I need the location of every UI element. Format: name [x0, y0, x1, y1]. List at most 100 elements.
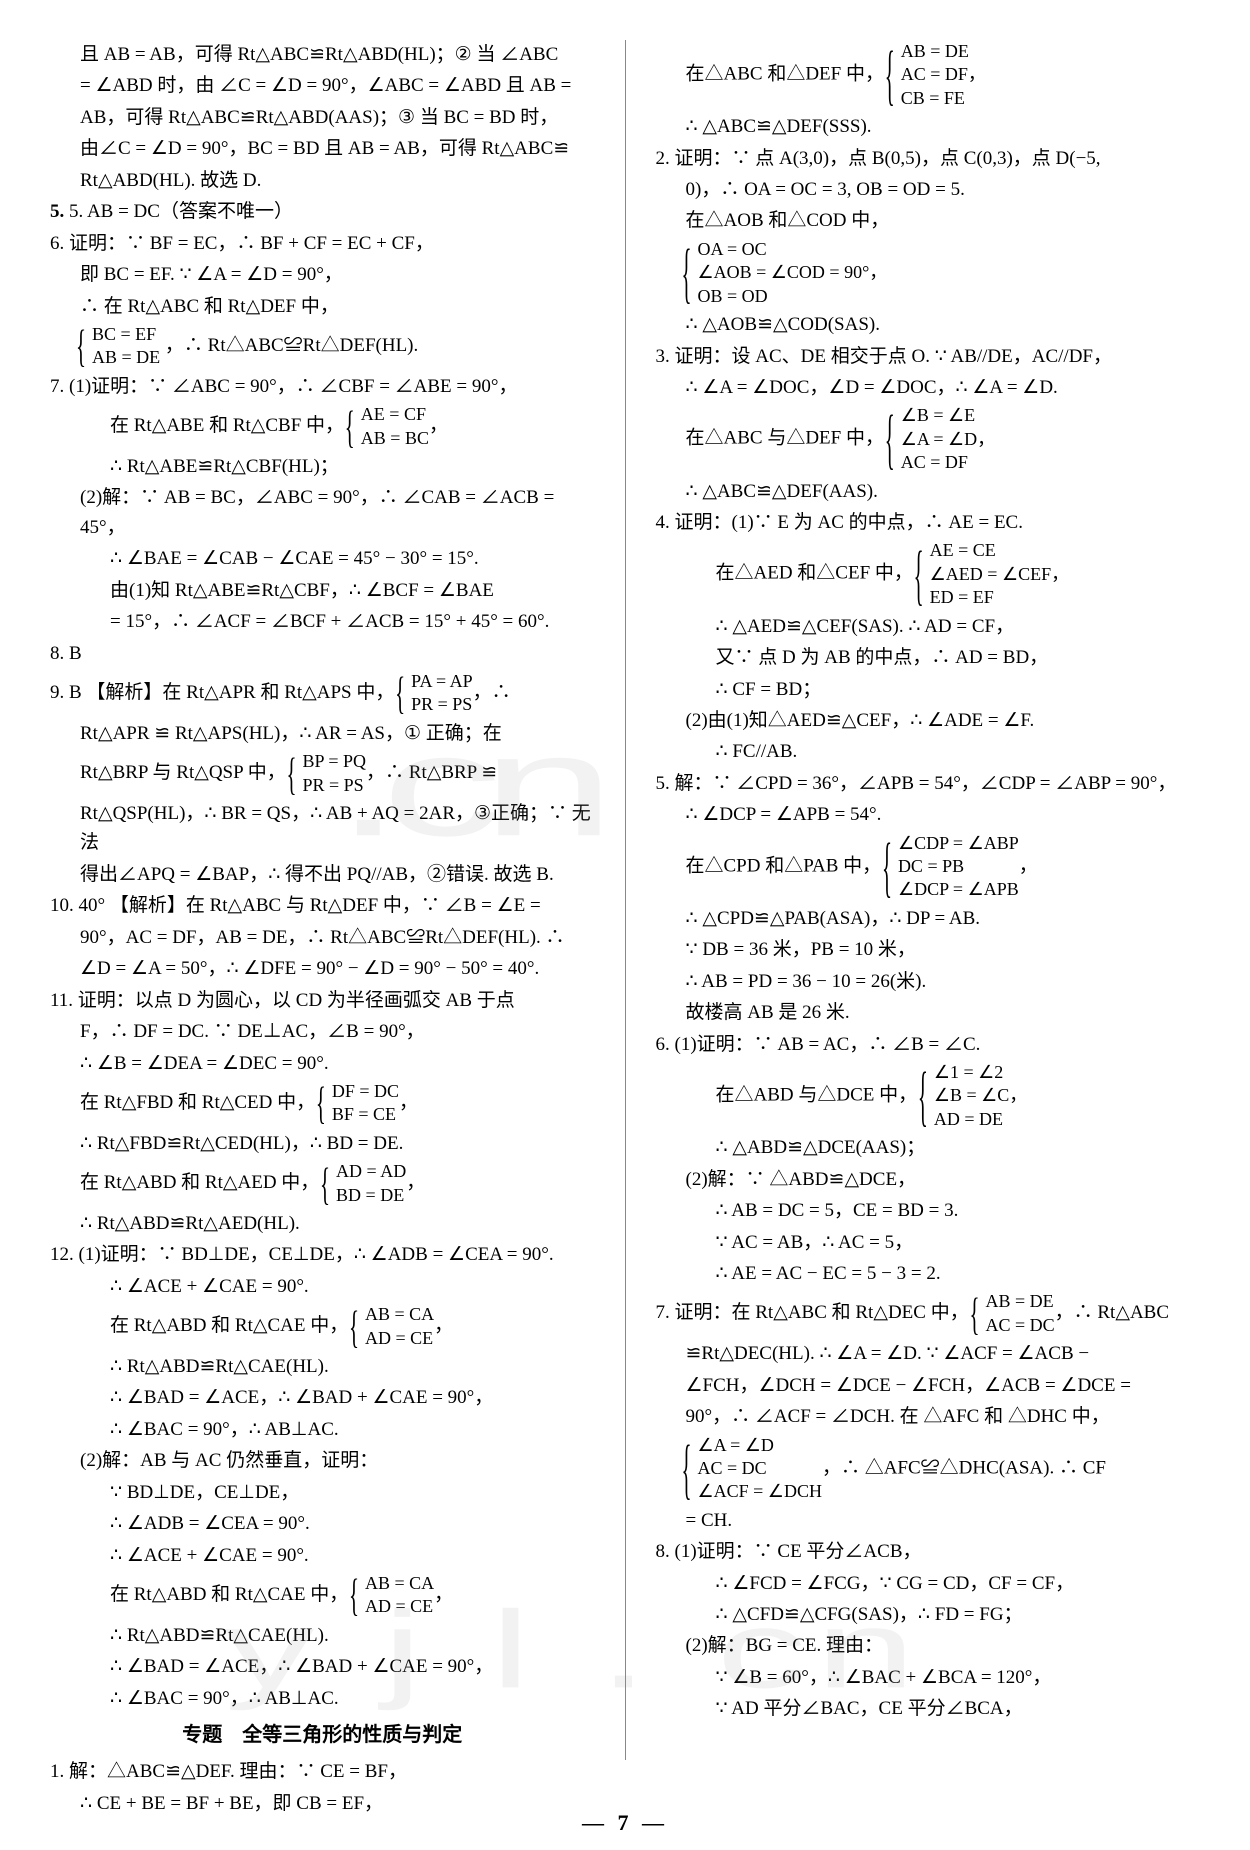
text-line: 8. B [50, 639, 595, 668]
brace-item: AB = DE [901, 40, 986, 63]
text-line: 1. 解：△ABC≌△DEF. 理由：∵ CE = BF， [50, 1757, 595, 1786]
right-column: 在△ABC 和△DEF 中， AB = DE AC = DF， CB = FE … [656, 40, 1201, 1810]
text-line: ∴ △CFD≌△CFG(SAS)，∴ FD = FG； [656, 1600, 1201, 1629]
brace-item: AB = BC [361, 427, 429, 450]
text-line: ∴ CF = BD； [656, 675, 1201, 704]
content-columns: 且 AB = AB，可得 Rt△ABC≌Rt△ABD(HL)；② 当 ∠ABC … [50, 40, 1200, 1810]
text-line: 在 Rt△ABD 和 Rt△CAE 中， AB = CA AD = CE ， [50, 1303, 595, 1350]
brace-item: ∠AOB = ∠COD = 90°， [698, 261, 888, 284]
brace-item: AB = DE [985, 1290, 1054, 1313]
text-line: ∵ BD⊥DE，CE⊥DE， [50, 1478, 595, 1507]
comma: ， [399, 1092, 418, 1113]
in-text: 在 Rt△ABD 和 Rt△CAE 中， [110, 1315, 348, 1336]
text-line: ∴ ∠A = ∠DOC，∠D = ∠DOC，∴ ∠A = ∠D. [656, 373, 1201, 402]
brace-item: ∠1 = ∠2 [934, 1061, 1027, 1084]
text-line: ∴ Rt△ABE≌Rt△CBF(HL)； [50, 452, 595, 481]
brace-item: ∠DCP = ∠APB [898, 878, 1019, 901]
brace-item: AD = CE [365, 1595, 434, 1618]
text-line: ∴ ∠BAD = ∠ACE，∴ ∠BAD + ∠CAE = 90°， [50, 1383, 595, 1412]
brace-group: AE = CF AB = BC [349, 403, 429, 450]
text-line: 在△CPD 和△PAB 中， ∠CDP = ∠ABP DC = PB ∠DCP … [656, 832, 1201, 902]
comma: ， [406, 1172, 425, 1193]
brace-item: ∠B = ∠E [901, 404, 995, 427]
brace-item: PR = PS [303, 774, 367, 797]
brace-group: AB = CA AD = CE [353, 1303, 434, 1350]
brace-group: AD = AD BD = DE [324, 1160, 406, 1207]
text-line: ∠FCH，∠DCH = ∠DCE − ∠FCH，∠ACB = ∠DCE = [656, 1371, 1201, 1400]
brace-item: DF = DC [332, 1080, 399, 1103]
brace-item: AB = DE [92, 346, 160, 369]
brace-group: AB = DE AC = DC [973, 1290, 1054, 1337]
text-line: 11. 证明：以点 D 为圆心，以 CD 为半径画弧交 AB 于点 [50, 986, 595, 1015]
brace-item: AD = DE [934, 1108, 1027, 1131]
text-line: 得出∠APQ = ∠BAP，∴ 得不出 PQ//AB，②错误. 故选 B. [50, 860, 595, 889]
conclude-text: ，∴ Rt△ABC≌Rt△DEF(HL). [165, 335, 418, 356]
text-line: ∴ ∠BAC = 90°，∴ AB⊥AC. [50, 1415, 595, 1444]
brace-item: ∠A = ∠D [698, 1434, 822, 1457]
brace-item: PR = PS [411, 693, 473, 716]
text-line: = ∠ABD 时，由 ∠C = ∠D = 90°，∠ABC = ∠ABD 且 A… [50, 71, 595, 100]
text-line: 6. 证明：∵ BF = EC，∴ BF + CF = EC + CF， [50, 229, 595, 258]
text-line: = CH. [656, 1506, 1201, 1535]
brace-group: ∠B = ∠E ∠A = ∠D， AC = DF [889, 404, 995, 474]
brace-item: BD = DE [336, 1184, 406, 1207]
text-line: = 15°，∴ ∠ACF = ∠BCF + ∠ACB = 15° + 45° =… [50, 607, 595, 636]
text-line: 12. (1)证明：∵ BD⊥DE，CE⊥DE，∴ ∠ADB = ∠CEA = … [50, 1240, 595, 1269]
brace-group: AE = CE ∠AED = ∠CEF， ED = EF [918, 539, 1069, 609]
in-text: 在△ABC 与△DEF 中， [686, 428, 884, 449]
brace-item: ∠B = ∠C， [934, 1084, 1027, 1107]
text-line: 在 Rt△FBD 和 Rt△CED 中， DF = DC BF = CE ， [50, 1080, 595, 1127]
text-line: 4. 证明：(1)∵ E 为 AC 的中点，∴ AE = EC. [656, 508, 1201, 537]
left-column: 且 AB = AB，可得 Rt△ABC≌Rt△ABD(HL)；② 当 ∠ABC … [50, 40, 595, 1810]
brace-item: ∠A = ∠D， [901, 428, 995, 451]
text-line: 90°，∴ ∠ACF = ∠DCH. 在 △AFC 和 △DHC 中， [656, 1402, 1201, 1431]
text-line: ∴ △AOB≌△COD(SAS). [656, 310, 1201, 339]
text-line: 由(1)知 Rt△ABE≌Rt△CBF，∴ ∠BCF = ∠BAE [50, 576, 595, 605]
text-line: 9. B 【解析】在 Rt△APR 和 Rt△APS 中， PA = AP PR… [50, 670, 595, 717]
text-line: ∠A = ∠D AC = DC ∠ACF = ∠DCH ，∴ △AFC≌△DHC… [656, 1434, 1201, 1504]
section-title: 专题 全等三角形的性质与判定 [50, 1719, 595, 1751]
in-text: 在 Rt△ABD 和 Rt△AED 中， [80, 1172, 319, 1193]
brace-item: ∠AED = ∠CEF， [930, 563, 1069, 586]
brace-item: BP = PQ [303, 750, 367, 773]
brace-item: ED = EF [930, 586, 1069, 609]
brace-group: BP = PQ PR = PS [291, 750, 367, 797]
text-line: (2)解：∵ △ABD≌△DCE， [656, 1165, 1201, 1194]
brace-item: AD = CE [365, 1327, 434, 1350]
text-line: 7. (1)证明：∵ ∠ABC = 90°，∴ ∠CBF = ∠ABE = 90… [50, 372, 595, 401]
text-line: ∴ △ABC≌△DEF(AAS). [656, 477, 1201, 506]
brace-item: AC = DC [698, 1457, 822, 1480]
text-line: ∴ ∠ACE + ∠CAE = 90°. [50, 1272, 595, 1301]
text-line: ∵ AC = AB，∴ AC = 5， [656, 1228, 1201, 1257]
text-line: 90°，AC = DF，AB = DE，∴ Rt△ABC≌Rt△DEF(HL).… [50, 923, 595, 952]
in-text: 在△AED 和△CEF 中， [716, 563, 913, 584]
comma: ，∴ [473, 682, 511, 703]
text-line: 0)，∴ OA = OC = 3, OB = OD = 5. [656, 175, 1201, 204]
text-line: Rt△QSP(HL)，∴ BR = QS，∴ AB + AQ = 2AR，③正确… [50, 799, 595, 858]
text-line: ∴ △CPD≌△PAB(ASA)，∴ DP = AB. [656, 904, 1201, 933]
in-text: 在△ABD 与△DCE 中， [716, 1085, 918, 1106]
brace-item: ∠CDP = ∠ABP [898, 832, 1019, 855]
in-text: 9. B 【解析】在 Rt△APR 和 Rt△APS 中， [50, 682, 394, 703]
text-line: 在△ABD 与△DCE 中， ∠1 = ∠2 ∠B = ∠C， AD = DE [656, 1061, 1201, 1131]
in-text: 7. 证明：在 Rt△ABC 和 Rt△DEC 中， [656, 1302, 969, 1323]
text-line: ∴ ∠BAC = 90°，∴ AB⊥AC. [50, 1684, 595, 1713]
brace-group: ∠1 = ∠2 ∠B = ∠C， AD = DE [922, 1061, 1027, 1131]
brace-group: ∠CDP = ∠ABP DC = PB ∠DCP = ∠APB [886, 832, 1019, 902]
text-line: ∴ CE + BE = BF + BE，即 CB = EF， [50, 1789, 595, 1818]
comma: ，∴ Rt△BRP ≌ [366, 762, 497, 783]
brace-item: PA = AP [411, 670, 473, 693]
text-line: 在 Rt△ABE 和 Rt△CBF 中， AE = CF AB = BC ， [50, 403, 595, 450]
text-line: ∵ ∠B = 60°，∴ ∠BAC + ∠BCA = 120°， [656, 1663, 1201, 1692]
text-line: (2)由(1)知△AED≌△CEF，∴ ∠ADE = ∠F. [656, 706, 1201, 735]
text-line: (2)解：BG = CE. 理由： [656, 1631, 1201, 1660]
comma: ， [434, 1315, 453, 1336]
text-line: BC = EF AB = DE ，∴ Rt△ABC≌Rt△DEF(HL). [50, 323, 595, 370]
text-line: 故楼高 AB 是 26 米. [656, 998, 1201, 1027]
brace-item: AD = AD [336, 1160, 406, 1183]
text-line: ∴ ∠BAE = ∠CAB − ∠CAE = 45° − 30° = 15°. [50, 544, 595, 573]
in-text: 在△CPD 和△PAB 中， [686, 855, 882, 876]
text-line: 在△AOB 和△COD 中， [656, 206, 1201, 235]
text-line: 7. 证明：在 Rt△ABC 和 Rt△DEC 中， AB = DE AC = … [656, 1290, 1201, 1337]
text-line: ∴ ∠ACE + ∠CAE = 90°. [50, 1541, 595, 1570]
